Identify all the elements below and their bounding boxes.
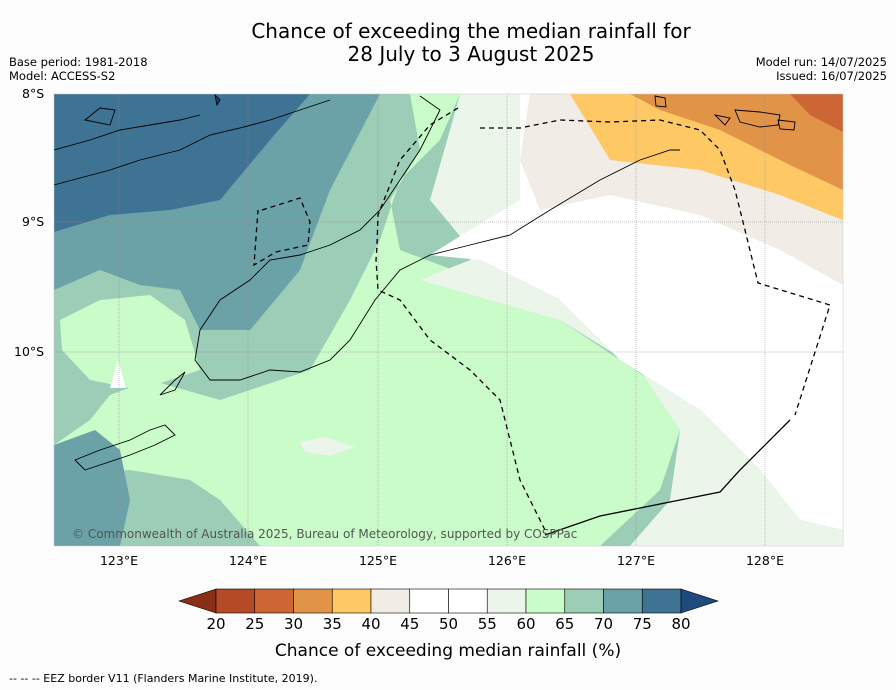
colorbar-cell-65_70 <box>564 588 604 614</box>
colorbar-tick: 75 <box>632 615 652 633</box>
colorbar-cell-70_75 <box>603 588 643 614</box>
lon-label-125e: 125°E <box>358 553 397 568</box>
copyright-notice: © Commonwealth of Australia 2025, Bureau… <box>72 527 578 541</box>
colorbar-tick: 25 <box>245 615 265 633</box>
zone-30-35 <box>630 94 843 190</box>
colorbar-cell-25_30 <box>254 588 294 614</box>
meta-left: Base period: 1981-2018 Model: ACCESS-S2 <box>9 55 148 83</box>
zone-small-patch <box>300 437 355 456</box>
colorbar-tick: 30 <box>283 615 304 633</box>
colorbar-label: Chance of exceeding median rainfall (%) <box>274 641 622 661</box>
colorbar-tick: 20 <box>206 615 226 633</box>
colorbar-cell-40_45 <box>370 588 411 614</box>
zone-70-75-south <box>54 430 130 546</box>
boundary-line <box>544 419 791 536</box>
eez-legend: -- -- -- EEZ border V11 (Flanders Marine… <box>9 672 318 685</box>
colorbar-tick: 70 <box>593 615 614 633</box>
lat-label-9s: 9°S <box>22 214 45 229</box>
lon-label-126e: 126°E <box>487 553 526 568</box>
model-name: Model: ACCESS-S2 <box>9 68 116 83</box>
colorbar-cells <box>178 588 719 614</box>
lat-label-10s: 10°S <box>14 344 45 359</box>
colorbar-tick: 55 <box>477 615 497 633</box>
map-frame <box>53 93 844 547</box>
colorbar-tick: 45 <box>400 615 420 633</box>
meta-right: Model run: 14/07/2025 Issued: 16/07/2025 <box>755 55 887 83</box>
colorbar-cell-50_55 <box>448 588 488 614</box>
title-line-2: 28 July to 3 August 2025 <box>347 42 595 66</box>
colorbar-tick: 40 <box>361 615 381 633</box>
colorbar-arrow-low <box>178 588 217 614</box>
zone-25-30 <box>790 94 843 132</box>
eez-borders <box>253 107 831 531</box>
lon-label-127e: 127°E <box>616 553 655 568</box>
map-title: Chance of exceeding the median rainfall … <box>0 20 896 66</box>
zone-60-65-main <box>54 94 680 546</box>
lon-label-123e: 123°E <box>99 553 138 568</box>
lat-label-8s: 8°S <box>22 86 45 101</box>
colorbar-tick: 65 <box>555 615 575 633</box>
colorbar-cell-55_60 <box>486 588 527 614</box>
lon-label-128e: 128°E <box>745 553 784 568</box>
colorbar-cell-35_40 <box>331 588 372 614</box>
colorbar-tick: 60 <box>516 615 536 633</box>
coastlines <box>54 94 796 471</box>
colorbar-cell-60_65 <box>525 588 566 614</box>
lon-label-124e: 124°E <box>228 553 267 568</box>
zone-45-55 <box>430 94 843 530</box>
colorbar-tick: 35 <box>322 615 342 633</box>
colorbar-tick: 50 <box>438 615 459 633</box>
colorbar-arrow-high <box>680 588 719 614</box>
zone-small-patch-2 <box>110 360 126 388</box>
base-period: Base period: 1981-2018 <box>9 55 148 69</box>
zone-55-60 <box>420 94 843 546</box>
colorbar-cell-75_80 <box>641 588 682 614</box>
colorbar-cell-30_35 <box>293 588 333 614</box>
colorbar-cell-45_50 <box>409 588 449 614</box>
zone-60-65-west <box>60 295 200 390</box>
model-run: Model run: 14/07/2025 <box>755 55 887 69</box>
issued-date: Issued: 16/07/2025 <box>776 68 887 83</box>
title-line-1: Chance of exceeding the median rainfall … <box>251 19 691 43</box>
graticule <box>54 94 843 546</box>
colorbar-cell-20_25 <box>215 588 256 614</box>
zone-75-80 <box>54 94 310 232</box>
colorbar-tick: 80 <box>671 615 691 633</box>
